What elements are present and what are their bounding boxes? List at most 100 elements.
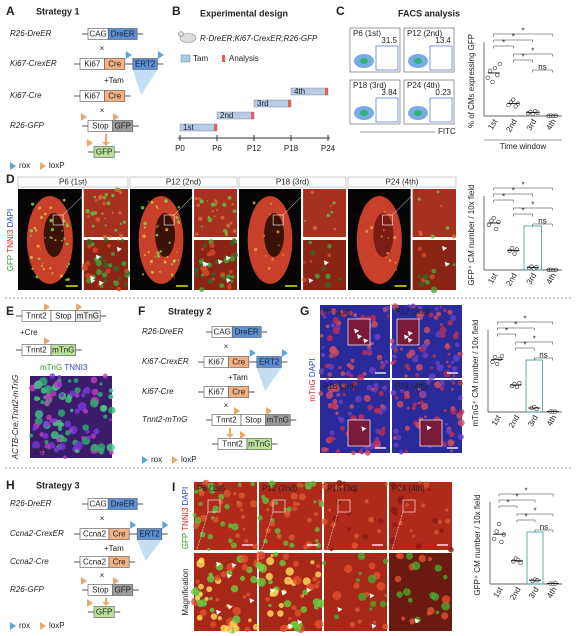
image-label: P18 (3rd) bbox=[276, 178, 310, 187]
cell bbox=[257, 515, 263, 521]
window-label: 1st bbox=[183, 123, 194, 132]
cell bbox=[198, 490, 205, 497]
cell bbox=[69, 428, 73, 433]
cell bbox=[397, 495, 405, 503]
cell bbox=[417, 387, 422, 391]
cell bbox=[312, 225, 318, 231]
cell bbox=[439, 322, 444, 327]
cell bbox=[310, 560, 315, 565]
cell bbox=[358, 592, 367, 601]
cell bbox=[327, 253, 332, 258]
cell bbox=[199, 609, 207, 617]
cell bbox=[384, 593, 388, 598]
cell bbox=[325, 378, 330, 382]
stain-word: TNNI3 bbox=[6, 229, 15, 253]
cell bbox=[103, 237, 109, 243]
cell bbox=[124, 282, 128, 287]
cell bbox=[415, 373, 419, 377]
cell bbox=[440, 204, 443, 208]
site bbox=[10, 162, 16, 170]
cell bbox=[230, 279, 234, 283]
cell bbox=[439, 326, 447, 334]
cell bbox=[436, 311, 442, 317]
cell bbox=[268, 480, 276, 488]
arrowhead bbox=[444, 261, 450, 267]
zoom-line bbox=[260, 511, 274, 554]
cell bbox=[220, 570, 228, 578]
cell bbox=[256, 577, 266, 587]
cell bbox=[42, 432, 49, 440]
cell bbox=[49, 218, 53, 223]
cell bbox=[157, 225, 159, 227]
cell bbox=[40, 450, 45, 455]
x-tick-label: 1st bbox=[490, 413, 504, 427]
cross: × bbox=[224, 401, 229, 410]
cell bbox=[284, 576, 293, 585]
cell bbox=[99, 382, 103, 386]
arrowhead bbox=[216, 609, 222, 615]
cell bbox=[417, 274, 422, 279]
cell bbox=[230, 584, 239, 593]
gene-label: Tnnt2 bbox=[26, 312, 47, 321]
image-label: P6 (1st) bbox=[59, 178, 87, 187]
cell bbox=[450, 360, 455, 365]
data-point bbox=[514, 384, 520, 390]
cell bbox=[310, 480, 317, 487]
cell bbox=[240, 508, 244, 512]
cell bbox=[315, 563, 321, 569]
arrowhead bbox=[357, 334, 363, 340]
cell bbox=[321, 346, 325, 349]
cell bbox=[87, 244, 92, 249]
cell bbox=[424, 279, 430, 285]
cell bbox=[29, 433, 34, 438]
sig-label: * bbox=[521, 53, 524, 62]
cell bbox=[85, 208, 90, 214]
image-label: P24 (4th) bbox=[386, 178, 419, 187]
cell bbox=[43, 212, 47, 216]
site bbox=[87, 139, 93, 147]
cell bbox=[94, 199, 98, 202]
x-tick-label: 2nd bbox=[504, 272, 518, 288]
cell bbox=[352, 387, 356, 391]
cell bbox=[194, 196, 199, 201]
cell bbox=[403, 390, 410, 397]
cell bbox=[141, 273, 145, 276]
cell bbox=[83, 386, 91, 395]
cell bbox=[294, 609, 302, 617]
cell bbox=[341, 382, 347, 388]
cell bbox=[106, 243, 111, 248]
arrowhead bbox=[442, 246, 448, 252]
cell bbox=[147, 251, 150, 254]
cell bbox=[377, 529, 381, 533]
arrowhead bbox=[287, 623, 293, 629]
cell bbox=[270, 518, 275, 523]
cell bbox=[210, 613, 218, 620]
cell bbox=[302, 277, 307, 283]
facs-cluster bbox=[360, 58, 368, 64]
stain-label: mTnG DAPI bbox=[308, 358, 317, 401]
sig-bracket bbox=[493, 39, 533, 43]
cell bbox=[43, 385, 53, 394]
cell bbox=[66, 265, 69, 268]
cell bbox=[156, 207, 159, 209]
cell bbox=[232, 615, 241, 624]
cell bbox=[111, 193, 115, 198]
cell bbox=[168, 241, 171, 244]
highlight-box bbox=[525, 359, 543, 413]
x-tick-label: 1st bbox=[486, 117, 500, 131]
facs-gate bbox=[375, 45, 399, 71]
site bbox=[76, 303, 83, 311]
cell bbox=[31, 267, 34, 270]
cell bbox=[392, 522, 397, 528]
cell bbox=[390, 506, 398, 515]
cell bbox=[286, 506, 292, 512]
arrowhead bbox=[371, 623, 377, 629]
facs-label: P24 (4th) bbox=[407, 81, 440, 90]
cell bbox=[433, 529, 439, 535]
legend-swatch bbox=[180, 54, 191, 63]
sig-label: * bbox=[531, 201, 534, 210]
cell bbox=[50, 227, 55, 232]
cell bbox=[49, 236, 52, 239]
image-label: P6 (1st) bbox=[323, 307, 351, 316]
cell bbox=[457, 351, 461, 356]
